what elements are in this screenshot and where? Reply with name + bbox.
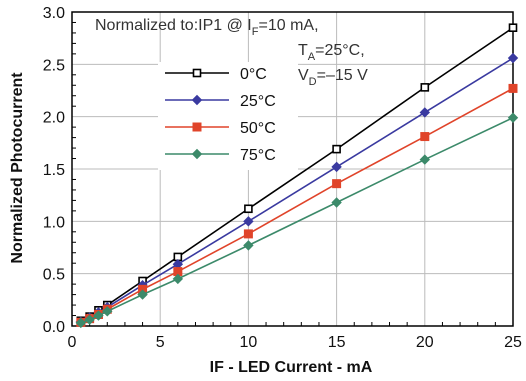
- data-point: [102, 306, 113, 317]
- x-tick-label: 0: [68, 334, 77, 351]
- legend-label: 0°C: [240, 66, 267, 83]
- data-point: [331, 161, 342, 173]
- x-tick-label: 15: [328, 334, 346, 351]
- x-tick-label: 20: [416, 334, 434, 351]
- x-tick-label: 5: [156, 334, 165, 351]
- legend-swatch-marker: [192, 122, 202, 132]
- note-line-3: VD=–15 V: [298, 67, 368, 88]
- data-point: [332, 144, 341, 154]
- data-point: [420, 83, 430, 92]
- data-point: [93, 310, 104, 321]
- plot-frame: [71, 11, 514, 327]
- legend-label: 75°C: [240, 147, 276, 164]
- data-point: [243, 240, 254, 251]
- data-point: [507, 52, 519, 64]
- data-point: [332, 179, 342, 189]
- series-layer: [75, 23, 519, 329]
- y-tick-label: 2.5: [43, 57, 65, 74]
- legend-label: 50°C: [240, 120, 276, 137]
- legend-swatch-marker: [191, 94, 203, 106]
- note-line-2: TA=25°C,: [298, 42, 365, 63]
- x-tick-label: 25: [504, 334, 522, 351]
- data-point: [84, 314, 95, 325]
- data-point: [243, 216, 254, 227]
- y-tick-label: 3.0: [43, 5, 65, 22]
- normalization-note: Normalized to:IP1 @ IF=10 mA, TA=25°C, V…: [95, 17, 368, 88]
- legend: 0°C 25°C 50°C 75°C: [158, 62, 298, 170]
- data-point: [420, 132, 430, 142]
- data-point: [419, 107, 431, 118]
- data-point: [244, 204, 253, 214]
- y-axis-title: Normalized Photocurrent: [9, 72, 26, 264]
- data-point: [243, 229, 253, 239]
- data-point: [507, 112, 519, 123]
- y-tick-label: 0.5: [43, 267, 65, 284]
- data-point: [508, 23, 518, 33]
- x-tick-label: 10: [240, 334, 258, 351]
- y-tick-label: 0.0: [43, 319, 65, 336]
- data-point: [419, 154, 431, 165]
- data-point: [137, 289, 148, 300]
- legend-swatch-marker: [192, 68, 202, 78]
- data-point: [331, 197, 342, 208]
- y-tick-label: 1.5: [43, 162, 65, 179]
- y-tick-label: 1.0: [43, 214, 65, 231]
- legend-background: [158, 62, 298, 170]
- note-line-1: Normalized to:IP1 @ IF=10 mA,: [95, 17, 319, 38]
- series-3: [75, 112, 519, 329]
- y-tick-label: 2.0: [43, 110, 65, 127]
- tick-labels: 0 5 10 15 20 25 0.0 0.5 1.0 1.5 2.0 2.5 3.0: [43, 5, 522, 351]
- legend-label: 25°C: [240, 93, 276, 110]
- data-point: [172, 273, 184, 285]
- legend-swatch-marker: [191, 148, 203, 160]
- data-point: [508, 83, 518, 93]
- x-axis-title: IF - LED Current - mA: [210, 359, 373, 376]
- series-line: [80, 116, 514, 324]
- data-point: [75, 317, 87, 329]
